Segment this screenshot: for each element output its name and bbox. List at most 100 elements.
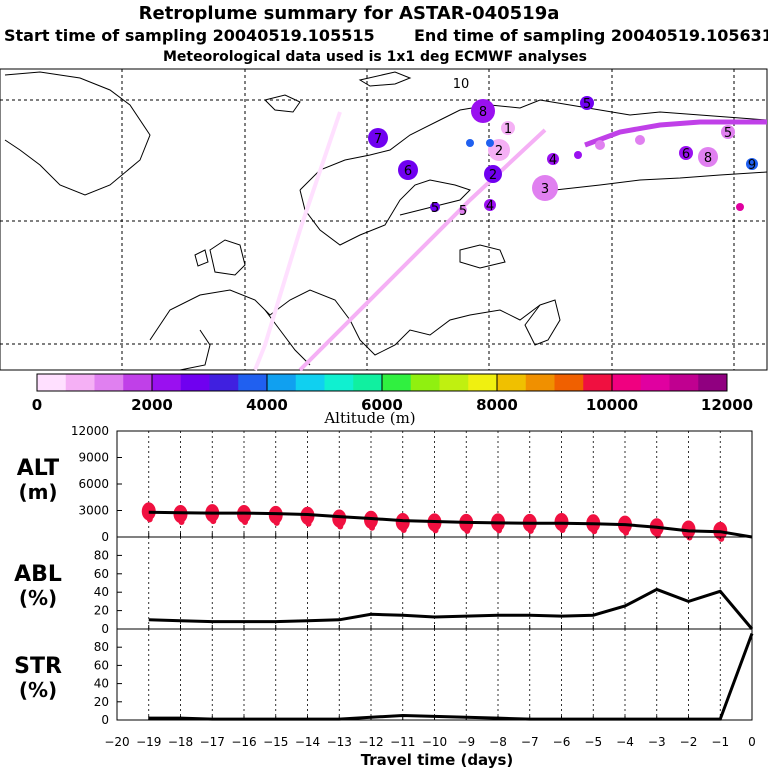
x-tick-label: −6 xyxy=(553,735,571,749)
colorbar-cell xyxy=(410,374,440,391)
y-tick-label: 20 xyxy=(94,604,109,618)
panel-ylabel-unit: (%) xyxy=(19,678,57,702)
colorbar-cell xyxy=(180,374,210,391)
scatter-point xyxy=(178,519,185,526)
map-label: 6 xyxy=(682,147,690,162)
colorbar-label: Altitude (m) xyxy=(323,409,415,427)
map-label: 7 xyxy=(374,132,382,147)
scatter-point xyxy=(400,526,407,533)
x-tick-label: −13 xyxy=(327,735,352,749)
colorbar-cell xyxy=(123,374,153,391)
x-tick-label: −7 xyxy=(521,735,539,749)
map-label: 2 xyxy=(489,168,497,183)
panel-alt: 0 3000 6000 9000 12000 ALT(m) xyxy=(17,424,753,544)
y-tick-label: 0 xyxy=(101,622,109,636)
scatter-point xyxy=(305,520,312,527)
colorbar-cell xyxy=(209,374,239,391)
map-label: 5 xyxy=(459,204,467,219)
colorbar-tick-labels: 0 2000 4000 6000 8000 10000 12000 xyxy=(32,396,753,414)
x-tick-label: −8 xyxy=(489,735,507,749)
scatter-point xyxy=(337,523,344,530)
x-tick-label: −14 xyxy=(295,735,320,749)
colorbar-cell xyxy=(295,374,325,391)
colorbar-cell xyxy=(37,374,67,391)
scatter-point xyxy=(242,519,248,526)
plume-dots xyxy=(368,96,758,214)
y-tick-label: 20 xyxy=(94,695,109,709)
x-tick-label: −3 xyxy=(648,735,666,749)
x-tick-label: −19 xyxy=(136,735,161,749)
x-tick-label: −1 xyxy=(711,735,729,749)
x-tick-label: −5 xyxy=(584,735,602,749)
scatter-point xyxy=(332,509,347,528)
scatter-point xyxy=(146,516,153,523)
scatter-point xyxy=(496,527,502,534)
time-series-panels: 030006000900012000ALT(m)020406080ABL(%)0… xyxy=(14,424,756,768)
series-line-str xyxy=(148,633,754,721)
colorbar-cell xyxy=(698,374,728,391)
colorbar-cells xyxy=(36,374,728,391)
colorbar-cell xyxy=(468,374,498,391)
x-tick-label: −20 xyxy=(104,735,129,749)
colorbar-cell xyxy=(525,374,555,391)
x-tick-label: −18 xyxy=(168,735,193,749)
y-tick-label: 0 xyxy=(101,713,109,727)
scatter-point xyxy=(591,528,598,535)
colorbar: 0 2000 4000 6000 8000 10000 12000 Altitude (m) xyxy=(32,373,753,427)
x-tick-label: −16 xyxy=(231,735,256,749)
colorbar-cell xyxy=(267,374,297,391)
y-tick-label: 3000 xyxy=(78,504,109,518)
map-frame xyxy=(0,68,768,371)
x-tick-label: −2 xyxy=(680,735,698,749)
x-tick-label: −10 xyxy=(422,735,447,749)
colorbar-cell xyxy=(439,374,469,391)
scatter-point xyxy=(369,524,375,531)
scatter-point xyxy=(273,519,280,526)
colorbar-tick-label: 4000 xyxy=(246,396,288,414)
colorbar-cell xyxy=(353,374,383,391)
map-label: 4 xyxy=(486,199,494,214)
start-time-label: Start time of sampling 20040519.105515 xyxy=(4,26,375,45)
x-axis-label: Travel time (days) xyxy=(361,751,514,768)
colorbar-cell xyxy=(324,374,354,391)
map-label: 9 xyxy=(748,158,756,173)
map-label: 5 xyxy=(431,201,439,216)
scatter-point xyxy=(141,502,156,521)
colorbar-cell xyxy=(238,374,268,391)
colorbar-cell xyxy=(94,374,124,391)
panel-ylabel: STR xyxy=(14,654,62,679)
y-tick-label: 60 xyxy=(94,567,109,581)
colorbar-tick-label: 2000 xyxy=(131,396,173,414)
scatter-point xyxy=(559,526,566,533)
series-line-abl xyxy=(148,587,754,630)
y-tick-label: 60 xyxy=(94,658,109,672)
scatter-point xyxy=(464,527,471,534)
x-tick-label: −11 xyxy=(390,735,415,749)
colorbar-tick-label: 10000 xyxy=(586,396,638,414)
colorbar-tick-label: 0 xyxy=(32,396,42,414)
colorbar-cell xyxy=(669,374,699,391)
scatter-point xyxy=(210,518,217,525)
x-tick-label: −4 xyxy=(616,735,634,749)
panel-abl: 0 20 40 60 80 ABL(%) xyxy=(14,536,754,636)
scatter-point xyxy=(623,529,629,536)
y-tick-label: 9000 xyxy=(78,451,109,465)
panel-ylabel-unit: (m) xyxy=(18,480,57,504)
end-time-label: End time of sampling 20040519.105631 xyxy=(414,26,768,45)
y-tick-label: 80 xyxy=(94,640,109,654)
y-tick-label: 80 xyxy=(94,548,109,562)
x-tick-label: −15 xyxy=(263,735,288,749)
colorbar-cell xyxy=(152,374,182,391)
map-label: 2 xyxy=(495,144,503,159)
colorbar-cell xyxy=(554,374,584,391)
y-tick-label: 12000 xyxy=(71,424,109,438)
panel-ylabel: ALT xyxy=(17,456,59,481)
colorbar-tick-label: 12000 xyxy=(701,396,753,414)
map-label: 5 xyxy=(724,126,732,141)
plume-track-violet xyxy=(584,119,767,148)
y-tick-label: 40 xyxy=(94,677,109,691)
map-label: 6 xyxy=(404,164,412,179)
y-tick-label: 0 xyxy=(101,530,109,544)
